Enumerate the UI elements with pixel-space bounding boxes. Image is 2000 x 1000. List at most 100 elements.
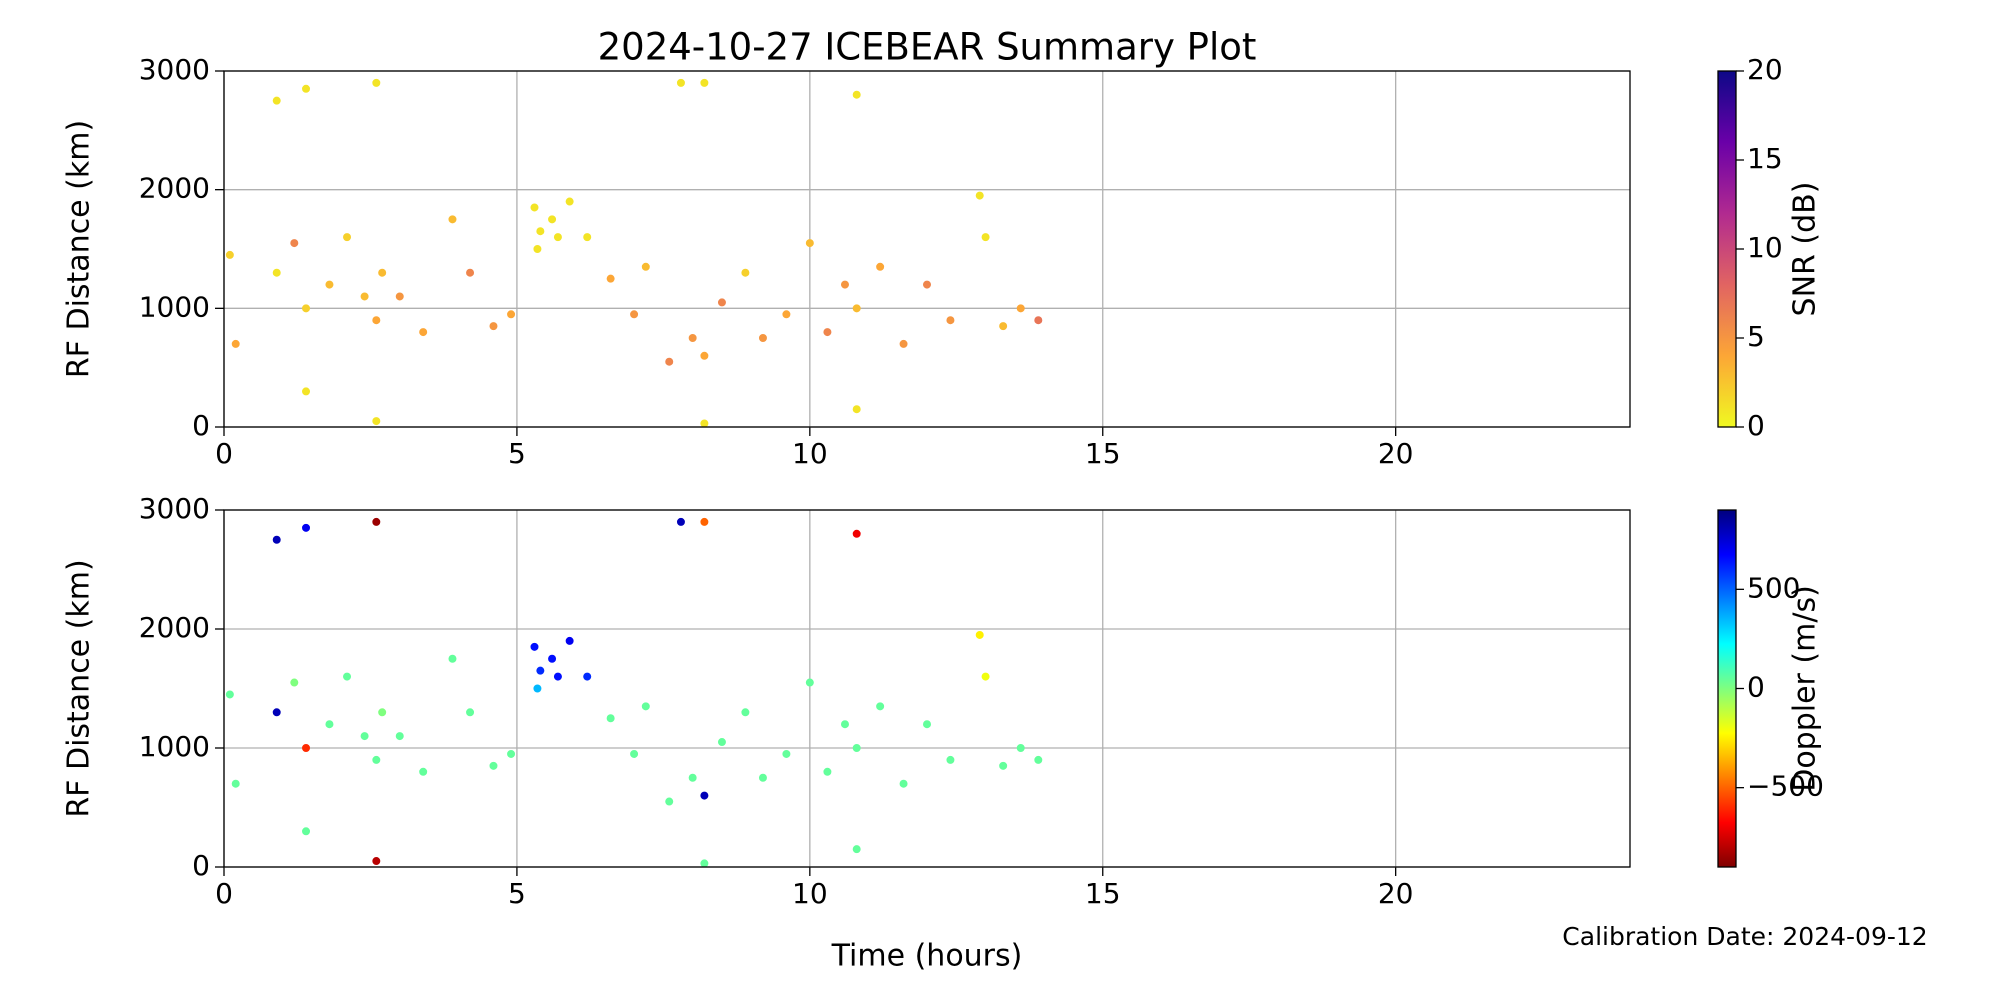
data-point [700,791,709,800]
y-tick-label: 0 [192,849,210,882]
data-point [583,672,592,681]
data-point [360,732,369,741]
y-tick-label: 3000 [139,492,210,525]
data-point [302,304,311,313]
data-point [343,672,352,681]
data-point [272,268,281,277]
data-point [225,250,234,259]
data-point [272,708,281,717]
data-point [923,280,931,289]
data-point [378,268,387,277]
data-point [395,292,404,301]
data-point [688,334,697,342]
data-point [395,732,404,741]
y-tick-label: 1000 [139,730,210,763]
data-point [717,738,726,747]
data-point [852,405,861,414]
data-point [805,678,814,687]
data-point [553,233,562,242]
data-point [688,773,697,782]
data-point [1034,755,1043,764]
data-point [302,744,311,752]
data-point [717,298,726,307]
data-point [372,417,381,426]
colorbar [1717,70,1737,428]
x-tick-label: 0 [215,877,233,910]
annotation: Calibration Date: 2024-09-12 [1562,922,1927,951]
data-point [372,517,381,526]
data-point [302,84,311,93]
data-point [823,328,832,337]
data-point [741,708,750,717]
data-point [533,245,542,253]
data-point [489,761,498,770]
data-point [641,702,650,711]
data-point [419,328,428,337]
data-point [975,191,984,200]
x-tick-label: 20 [1378,437,1414,470]
data-point [507,749,516,758]
x-tick-label: 0 [215,437,233,470]
data-point [665,357,674,366]
plot-frame [223,509,1631,868]
data-point [536,666,545,675]
data-point [876,262,885,271]
data-point [758,773,767,782]
y-tick-label: 2000 [139,172,210,205]
data-point [343,233,352,242]
data-point [981,672,990,681]
x-tick-label: 15 [1085,437,1121,470]
colorbar-label: SNR (dB) [1788,182,1823,317]
y-tick-label: 3000 [139,53,210,86]
data-point [700,859,709,868]
colorbar-label: Doppler (m/s) [1788,585,1823,792]
data-point [507,310,516,319]
y-axis-label: RF Distance (km) [62,559,97,817]
data-point [946,316,955,325]
y-axis-label: RF Distance (km) [62,120,97,378]
data-point [1016,744,1025,752]
y-tick-label: 1000 [139,290,210,323]
data-point [419,767,428,776]
data-point [272,96,281,105]
colorbar [1717,509,1737,868]
data-point [700,419,709,428]
data-point [489,322,498,331]
data-point [530,642,539,651]
data-point [372,78,381,87]
colorbar-tick-label: 10 [1747,231,1783,264]
data-point [360,292,369,301]
y-tick-label: 2000 [139,611,210,644]
data-point [372,857,381,866]
data-point [548,215,557,224]
data-point [583,233,592,242]
data-point [876,702,885,711]
data-point [700,78,709,87]
data-point [840,280,849,289]
data-point [1016,304,1025,313]
data-point [700,517,709,526]
x-tick-label: 10 [792,877,828,910]
data-point [325,280,334,289]
colorbar-tick-label: 0 [1747,671,1765,704]
colorbar-tick-label: 0 [1747,409,1765,442]
data-point [448,654,457,663]
data-point [676,78,685,87]
data-point [290,239,299,248]
colorbar-tick-label: 20 [1747,53,1783,86]
colorbar-tick-label: 15 [1747,142,1783,175]
data-point [530,203,539,212]
data-point [741,268,750,277]
data-point [1034,316,1043,325]
data-point [302,387,311,396]
data-point [372,755,381,764]
data-point [676,517,685,526]
data-point [981,233,990,242]
data-point [231,779,240,788]
data-point [782,749,791,758]
data-point [272,535,281,544]
data-point [665,797,674,806]
data-point [758,334,767,342]
data-point [553,672,562,681]
data-point [852,845,861,854]
